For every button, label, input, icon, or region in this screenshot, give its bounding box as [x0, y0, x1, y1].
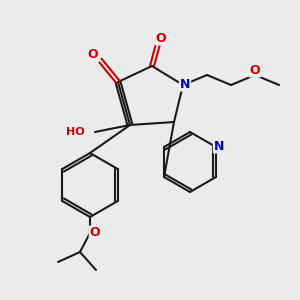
Text: N: N: [180, 77, 190, 91]
Text: O: O: [90, 226, 100, 239]
Text: HO: HO: [66, 127, 85, 137]
Text: N: N: [214, 140, 224, 152]
Text: O: O: [88, 49, 98, 62]
Text: O: O: [250, 64, 260, 76]
Text: O: O: [156, 32, 166, 44]
